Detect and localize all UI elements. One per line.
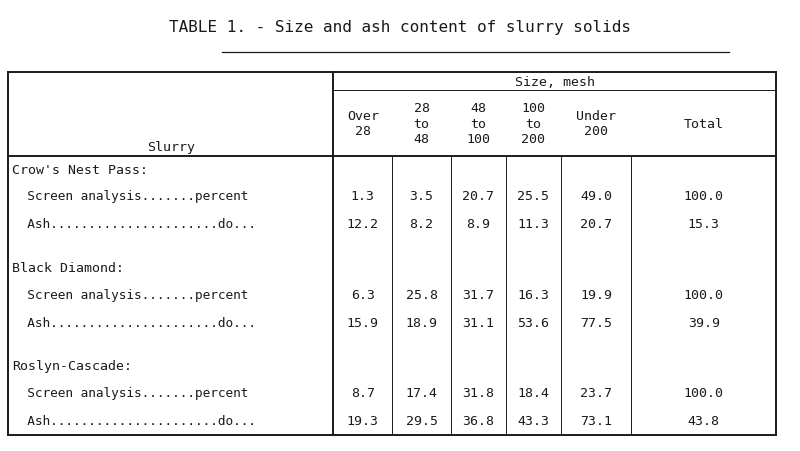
Text: 16.3: 16.3 [518, 288, 550, 301]
Text: Roslyn-Cascade:: Roslyn-Cascade: [12, 359, 132, 373]
Text: Black Diamond:: Black Diamond: [12, 262, 124, 274]
Text: 43.3: 43.3 [518, 414, 550, 427]
Text: 19.9: 19.9 [580, 288, 612, 301]
Text: Crow's Nest Pass:: Crow's Nest Pass: [12, 163, 148, 176]
Text: Ash......................do...: Ash......................do... [12, 218, 256, 231]
Text: 29.5: 29.5 [406, 414, 438, 427]
Text: 19.3: 19.3 [346, 414, 378, 427]
Text: 43.8: 43.8 [688, 414, 720, 427]
Text: 31.8: 31.8 [462, 387, 494, 399]
Text: 3.5: 3.5 [410, 190, 434, 203]
Text: Screen analysis.......percent: Screen analysis.......percent [12, 387, 248, 399]
Text: 100
to
200: 100 to 200 [522, 102, 546, 146]
Text: 6.3: 6.3 [350, 288, 374, 301]
Text: Size, mesh: Size, mesh [515, 75, 595, 88]
Text: 25.8: 25.8 [406, 288, 438, 301]
Text: 20.7: 20.7 [580, 218, 612, 231]
Text: 8.7: 8.7 [350, 387, 374, 399]
Text: 39.9: 39.9 [688, 316, 720, 329]
Text: Slurry: Slurry [146, 140, 194, 153]
Text: 28
to
48: 28 to 48 [414, 102, 430, 146]
Text: 49.0: 49.0 [580, 190, 612, 203]
Text: Screen analysis.......percent: Screen analysis.......percent [12, 288, 248, 301]
Text: Screen analysis.......percent: Screen analysis.......percent [12, 190, 248, 203]
Text: Ash......................do...: Ash......................do... [12, 414, 256, 427]
Text: 18.9: 18.9 [406, 316, 438, 329]
Text: Over
28: Over 28 [346, 110, 378, 138]
Text: 100.0: 100.0 [684, 190, 724, 203]
Text: 100.0: 100.0 [684, 387, 724, 399]
Text: 8.9: 8.9 [466, 218, 490, 231]
Text: 18.4: 18.4 [518, 387, 550, 399]
Text: 8.2: 8.2 [410, 218, 434, 231]
Text: 77.5: 77.5 [580, 316, 612, 329]
Text: 11.3: 11.3 [518, 218, 550, 231]
Text: 17.4: 17.4 [406, 387, 438, 399]
Text: 73.1: 73.1 [580, 414, 612, 427]
Text: 15.9: 15.9 [346, 316, 378, 329]
Text: Under
200: Under 200 [576, 110, 616, 138]
Text: TABLE 1. - Size and ash content of slurry solids: TABLE 1. - Size and ash content of slurr… [169, 20, 631, 35]
Text: Total: Total [684, 117, 724, 130]
Text: 25.5: 25.5 [518, 190, 550, 203]
Text: 20.7: 20.7 [462, 190, 494, 203]
Text: 23.7: 23.7 [580, 387, 612, 399]
Text: 1.3: 1.3 [350, 190, 374, 203]
Text: 48
to
100: 48 to 100 [466, 102, 490, 146]
Text: 31.1: 31.1 [462, 316, 494, 329]
Text: 12.2: 12.2 [346, 218, 378, 231]
Text: 53.6: 53.6 [518, 316, 550, 329]
Text: Ash......................do...: Ash......................do... [12, 316, 256, 329]
Text: 36.8: 36.8 [462, 414, 494, 427]
Text: 100.0: 100.0 [684, 288, 724, 301]
Text: 31.7: 31.7 [462, 288, 494, 301]
Text: 15.3: 15.3 [688, 218, 720, 231]
